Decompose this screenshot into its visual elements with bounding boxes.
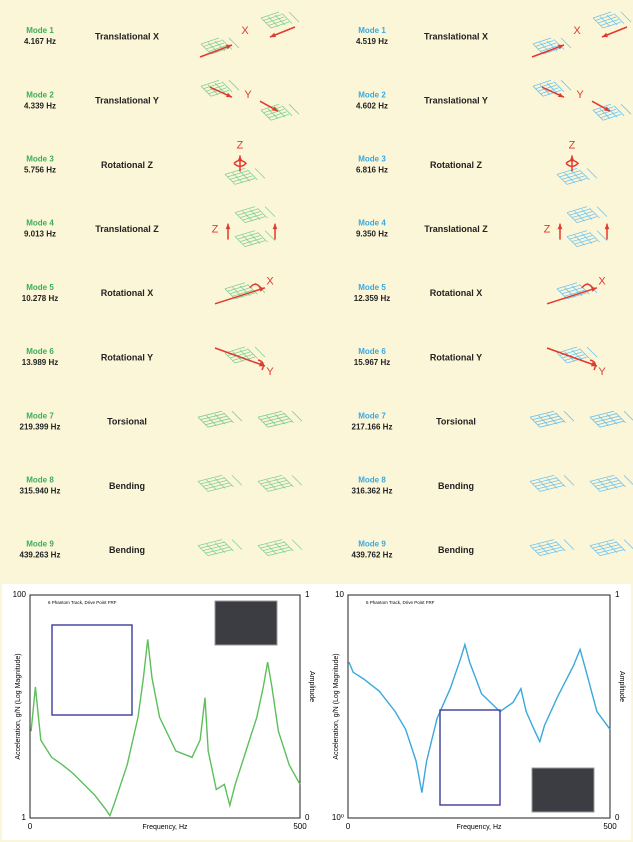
figure: Mode 1 4.167 Hz Translational X X Mode 2 4.33… — [0, 0, 633, 842]
x-tick-label: 500 — [293, 822, 307, 831]
mode-frequency: 439.263 Hz — [20, 551, 61, 560]
axis-letter: X — [598, 276, 606, 288]
mode-label: Mode 1 — [26, 26, 54, 35]
mode-label: Mode 8 — [358, 476, 386, 485]
mode-shape: Translational Y — [95, 96, 159, 106]
mode-shape: Torsional — [436, 417, 476, 427]
mode-label: Mode 6 — [358, 347, 386, 356]
mode-frequency: 217.166 Hz — [352, 422, 393, 431]
mode-frequency: 219.399 Hz — [20, 422, 61, 431]
y-tick-label: 100 — [13, 590, 27, 599]
mode-label: Mode 1 — [358, 26, 386, 35]
y-tick-label: 10 — [335, 590, 344, 599]
mode-label: Mode 5 — [26, 283, 54, 292]
mode-frequency: 4.339 Hz — [24, 101, 56, 110]
x-tick-label: 0 — [346, 822, 351, 831]
page: Mode 1 4.167 Hz Translational X X Mode 2 4.33… — [0, 0, 633, 842]
axis-letter: Y — [576, 89, 584, 101]
mode-frequency: 316.362 Hz — [352, 487, 393, 496]
axis-letter: Z — [212, 224, 219, 236]
mode-frequency: 15.967 Hz — [354, 358, 390, 367]
mode-shape: Translational Z — [95, 224, 159, 234]
y2-tick-label: 0 — [305, 813, 310, 822]
x-axis-label: Frequency, Hz — [457, 824, 502, 831]
mode-shape: Bending — [109, 481, 145, 491]
y2-axis-label: Amplitude — [618, 671, 625, 702]
mode-shape: Rotational X — [101, 288, 154, 298]
mode-shape: Rotational Y — [101, 352, 153, 362]
mode-label: Mode 4 — [358, 219, 386, 228]
photo-inset — [215, 601, 277, 645]
mode-shape: Rotational X — [430, 288, 483, 298]
mode-shape: Torsional — [107, 417, 147, 427]
y-tick-label: 10⁰ — [332, 813, 344, 822]
axis-letter: Y — [266, 366, 274, 378]
mode-shape: Bending — [438, 545, 474, 555]
axis-letter: X — [241, 25, 249, 37]
mode-frequency: 439.762 Hz — [352, 551, 393, 560]
mode-label: Mode 5 — [358, 283, 386, 292]
mode-label: Mode 2 — [358, 90, 386, 99]
axis-letter: Z — [237, 139, 244, 151]
axis-letter: Y — [598, 366, 606, 378]
mode-shape: Bending — [109, 545, 145, 555]
mode-frequency: 9.350 Hz — [356, 230, 388, 239]
x-tick-label: 0 — [28, 822, 33, 831]
mode-label: Mode 2 — [26, 90, 54, 99]
mode-label: Mode 9 — [358, 540, 386, 549]
x-axis-label: Frequency, Hz — [143, 824, 188, 831]
mode-frequency: 12.359 Hz — [354, 294, 390, 303]
mode-frequency: 315.940 Hz — [20, 487, 61, 496]
mode-frequency: 10.278 Hz — [22, 294, 58, 303]
mode-shape: Rotational Z — [430, 160, 482, 170]
mode-label: Mode 3 — [358, 155, 386, 164]
mode-label: Mode 4 — [26, 219, 54, 228]
mode-label: Mode 6 — [26, 347, 54, 356]
axis-letter: X — [266, 276, 274, 288]
y2-axis-label: Amplitude — [308, 671, 315, 702]
y-axis-label: Acceleration, g/N (Log Magnitude) — [333, 653, 340, 759]
chart-subtitle: 6 Phantom Track, Drive Point FRF — [366, 600, 435, 605]
axis-letter: Y — [244, 89, 252, 101]
axis-letter: Z — [569, 139, 576, 151]
axis-letter: Z — [544, 224, 551, 236]
mode-frequency: 13.989 Hz — [22, 358, 58, 367]
mode-label: Mode 7 — [26, 411, 54, 420]
y2-tick-label: 0 — [615, 813, 620, 822]
chart-subtitle: 6 Phantom Track, Drive Point FRF — [48, 600, 117, 605]
mode-label: Mode 7 — [358, 411, 386, 420]
mode-label: Mode 3 — [26, 155, 54, 164]
mode-frequency: 5.756 Hz — [24, 166, 56, 175]
mode-frequency: 6.816 Hz — [356, 166, 388, 175]
axis-letter: X — [573, 25, 581, 37]
photo-inset — [532, 768, 594, 812]
mode-shape: Translational Y — [424, 96, 488, 106]
mode-label: Mode 8 — [26, 476, 54, 485]
mode-shape: Translational X — [424, 31, 488, 41]
y-axis-label: Acceleration, g/N (Log Magnitude) — [15, 653, 22, 759]
mode-frequency: 4.167 Hz — [24, 37, 56, 46]
x-tick-label: 500 — [603, 822, 617, 831]
y2-tick-label: 1 — [615, 590, 620, 599]
mode-shape: Translational Z — [424, 224, 488, 234]
mode-label: Mode 9 — [26, 540, 54, 549]
mode-shape: Translational X — [95, 31, 159, 41]
y-tick-label: 1 — [22, 813, 27, 822]
mode-frequency: 9.013 Hz — [24, 230, 56, 239]
mode-frequency: 4.519 Hz — [356, 37, 388, 46]
mode-shape: Rotational Y — [430, 352, 482, 362]
mode-shape: Rotational Z — [101, 160, 153, 170]
y2-tick-label: 1 — [305, 590, 310, 599]
mode-frequency: 4.602 Hz — [356, 101, 388, 110]
mode-shape: Bending — [438, 481, 474, 491]
